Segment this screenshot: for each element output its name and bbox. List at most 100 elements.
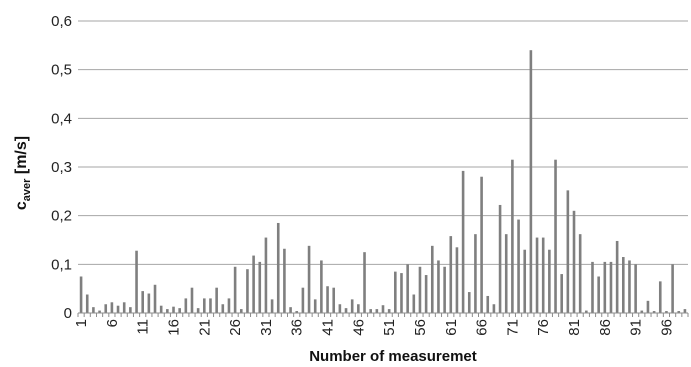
- bar: [511, 159, 514, 313]
- bar: [98, 310, 101, 313]
- bar: [461, 170, 465, 313]
- bar: [578, 234, 582, 313]
- bar: [116, 305, 120, 313]
- bar: [135, 250, 138, 313]
- x-tick-label: 96: [658, 319, 675, 336]
- x-tick-label: 26: [227, 319, 244, 336]
- bar: [141, 291, 144, 313]
- bar: [603, 261, 607, 313]
- y-axis-label-subscript: aver: [21, 178, 33, 201]
- bar: [671, 264, 674, 313]
- bar: [566, 190, 570, 313]
- x-tick-label: 66: [474, 319, 491, 336]
- bar: [227, 298, 231, 313]
- bar: [455, 247, 459, 313]
- bar: [437, 260, 440, 313]
- bar: [406, 264, 409, 313]
- y-tick-label: 0,6: [51, 13, 72, 30]
- bar: [677, 311, 681, 313]
- bar: [320, 260, 323, 313]
- bar: [646, 300, 650, 313]
- bar: [622, 257, 625, 313]
- y-axis-label: caver [m/s]: [13, 136, 33, 210]
- x-tick-label: 71: [504, 319, 521, 336]
- y-tick-label: 0,2: [51, 208, 72, 225]
- bar: [609, 261, 613, 313]
- y-axis-label-unit: [m/s]: [13, 136, 30, 179]
- bar: [85, 294, 89, 313]
- bar: [486, 295, 490, 313]
- bar: [215, 287, 218, 313]
- x-tick-label: 46: [350, 319, 367, 336]
- bar: [270, 299, 274, 313]
- bar: [449, 236, 453, 313]
- bar: [147, 293, 151, 313]
- bar: [104, 304, 108, 313]
- bar: [159, 305, 163, 313]
- x-tick-label: 11: [135, 319, 152, 335]
- bar: [387, 309, 391, 313]
- bar: [129, 307, 132, 313]
- bar: [184, 298, 188, 313]
- x-axis-tick-labels: 1 6 11 16 21 26 31 36 41 46 51 56 61 66 71 76 81 86 91 96: [73, 319, 675, 336]
- x-axis-label: Number of measuremet: [309, 348, 477, 365]
- bar: [572, 210, 576, 313]
- x-tick-label: 36: [289, 319, 306, 336]
- bar: [548, 249, 551, 313]
- bar: [295, 311, 299, 313]
- bar: [190, 287, 194, 313]
- bar: [523, 249, 527, 313]
- bar: [166, 309, 169, 313]
- bar: [110, 302, 114, 313]
- bar: [172, 306, 175, 313]
- bar: [79, 276, 83, 313]
- bar: [585, 310, 588, 313]
- bar: [252, 255, 255, 313]
- x-tick-label: 61: [443, 319, 460, 336]
- bar: [313, 299, 317, 313]
- y-tick-label: 0,3: [51, 159, 72, 176]
- bar: [658, 281, 662, 313]
- bar: [430, 245, 434, 313]
- x-tick-label: 1: [73, 319, 90, 327]
- x-tick-label: 21: [196, 319, 213, 336]
- x-tick-label: 76: [535, 319, 552, 336]
- y-tick-label: 0,1: [51, 256, 72, 273]
- bar: [209, 298, 212, 313]
- bar: [424, 275, 428, 313]
- bar: [535, 237, 539, 313]
- bar: [652, 311, 656, 313]
- x-tick-label: 81: [566, 319, 583, 336]
- bar: [443, 266, 446, 313]
- bar: [258, 261, 262, 313]
- bar: [264, 237, 268, 313]
- bar: [276, 222, 280, 313]
- bar: [394, 271, 397, 313]
- bar: [418, 266, 422, 313]
- bar: [381, 305, 385, 313]
- bar: [357, 304, 360, 313]
- bar: [326, 286, 329, 313]
- bar: [480, 176, 483, 313]
- bar: [412, 294, 416, 313]
- bar: [92, 307, 95, 313]
- grid-lines: [78, 20, 688, 265]
- x-tick-label: 6: [104, 319, 121, 327]
- bar: [474, 234, 477, 313]
- x-tick-label: 51: [381, 319, 398, 336]
- x-tick-label: 86: [597, 319, 614, 336]
- bar: [196, 308, 200, 313]
- bar: [498, 204, 502, 313]
- x-tick-label: 91: [628, 319, 645, 336]
- bar: [239, 309, 243, 313]
- x-tick-label: 31: [258, 319, 275, 336]
- y-axis-label-main: c: [13, 201, 30, 210]
- bar: [492, 304, 496, 313]
- bar: [375, 309, 379, 313]
- bar: [363, 252, 366, 313]
- y-tick-label: 0,5: [51, 62, 72, 79]
- bar-series: [79, 50, 687, 313]
- bar: [153, 284, 157, 313]
